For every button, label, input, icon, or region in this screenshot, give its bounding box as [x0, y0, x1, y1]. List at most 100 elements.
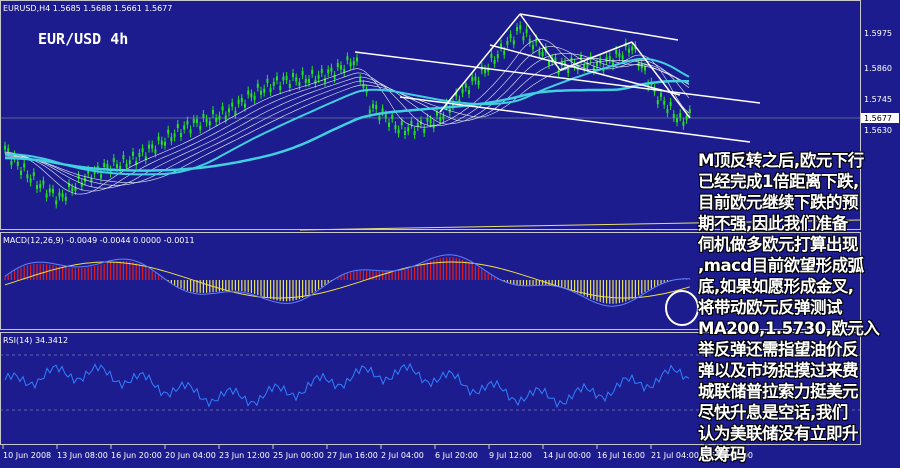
candle-body: [58, 192, 61, 197]
candle-body: [279, 85, 282, 90]
candle-body: [119, 165, 122, 170]
candle-body: [538, 50, 541, 55]
candle-body: [528, 38, 531, 43]
candle-body: [164, 141, 166, 146]
candle-body: [285, 75, 288, 80]
candle-body: [672, 114, 675, 119]
candle-body: [141, 148, 144, 153]
candles: [4, 21, 691, 209]
candle-body: [397, 129, 400, 134]
annotation-line: 将带动欧元反弹测试: [698, 298, 843, 317]
candle-body: [212, 110, 214, 115]
macd-histogram: [4, 257, 691, 304]
candle-body: [23, 163, 26, 168]
candle-body: [474, 76, 477, 81]
candle-body: [362, 83, 365, 88]
candle-body: [407, 127, 410, 132]
candle-body: [516, 27, 518, 32]
candle-body: [567, 69, 570, 74]
candle-body: [416, 122, 419, 127]
candle-body: [612, 62, 614, 67]
time-label: 2 Jul 04:00: [381, 451, 424, 460]
candle-body: [256, 83, 259, 88]
candle-body: [288, 83, 291, 88]
candle-body: [682, 121, 685, 126]
candle-body: [218, 115, 221, 120]
candle-body: [608, 55, 611, 60]
candle-body: [426, 117, 429, 122]
trend-line: [354, 51, 761, 104]
candle-body: [231, 102, 234, 107]
time-label: 23 Jul 20:00: [705, 451, 753, 460]
candle-body: [125, 163, 128, 168]
candle-body: [234, 110, 237, 115]
candle-body: [215, 117, 218, 122]
candle-body: [493, 59, 496, 64]
moving-average: [4, 46, 690, 192]
candle-body: [548, 61, 550, 66]
candle-body: [599, 58, 602, 63]
candle-body: [74, 186, 77, 191]
candle-body: [10, 161, 13, 166]
candle-body: [80, 182, 83, 187]
candle-body: [208, 121, 211, 126]
candle-body: [263, 88, 266, 93]
candle-body: [87, 169, 90, 174]
candle-body: [583, 64, 586, 69]
candle-body: [640, 64, 643, 69]
annotation-line: 底,如果如愿形成金叉,: [698, 277, 854, 296]
candle-body: [333, 74, 336, 79]
candle-body: [580, 55, 582, 60]
candle-body: [468, 90, 470, 95]
candle-body: [541, 52, 544, 57]
annotation-line: 尽快升息是空话,我们: [698, 403, 848, 422]
candle-body: [45, 193, 48, 198]
annotation-line: MA200,1.5730,欧元入: [698, 319, 880, 338]
candle-body: [381, 108, 384, 113]
candle-body: [375, 104, 378, 109]
candle-body: [292, 73, 294, 78]
highlight-circle: [665, 290, 699, 326]
candle-body: [135, 161, 138, 166]
annotation-line: 认为美联储没有立即升: [698, 424, 859, 443]
candle-body: [464, 83, 467, 88]
trend-line: [489, 44, 681, 96]
candle-body: [4, 145, 6, 150]
candle-body: [391, 114, 394, 119]
candle-body: [244, 103, 246, 108]
candle-body: [202, 113, 205, 118]
candle-body: [663, 100, 666, 105]
candle-body: [301, 71, 304, 76]
time-label: 16 Jun 20:00: [111, 451, 162, 460]
candle-body: [477, 80, 480, 85]
candle-body: [685, 115, 688, 120]
candle-body: [154, 149, 157, 154]
candle-body: [336, 63, 339, 68]
candle-body: [304, 79, 307, 84]
candle-body: [410, 120, 413, 125]
candle-body: [61, 193, 64, 198]
moving-average: [4, 60, 690, 183]
candle-body: [250, 93, 253, 98]
candle-body: [384, 114, 387, 119]
time-label: 21 Jul 04:00: [651, 451, 699, 460]
candle-body: [55, 200, 58, 205]
rsi-line: [4, 362, 690, 409]
candle-body: [330, 67, 333, 72]
candle-body: [228, 108, 230, 113]
time-label: 9 Jul 12:00: [489, 451, 532, 460]
candle-body: [388, 122, 390, 127]
candle-body: [32, 172, 35, 177]
candle-body: [429, 119, 432, 124]
candle-body: [196, 119, 198, 124]
candle-body: [20, 170, 22, 175]
candle-body: [253, 95, 256, 100]
candle-body: [42, 180, 45, 185]
rsi-label: RSI(14) 34.3412: [3, 336, 68, 345]
chart-label: EUR/USD 4h: [38, 30, 128, 48]
trend-line: [559, 41, 633, 71]
candle-body: [199, 125, 202, 130]
candle-body: [522, 36, 525, 41]
time-label: 13 Jun 08:00: [57, 451, 108, 460]
candle-body: [64, 196, 67, 201]
